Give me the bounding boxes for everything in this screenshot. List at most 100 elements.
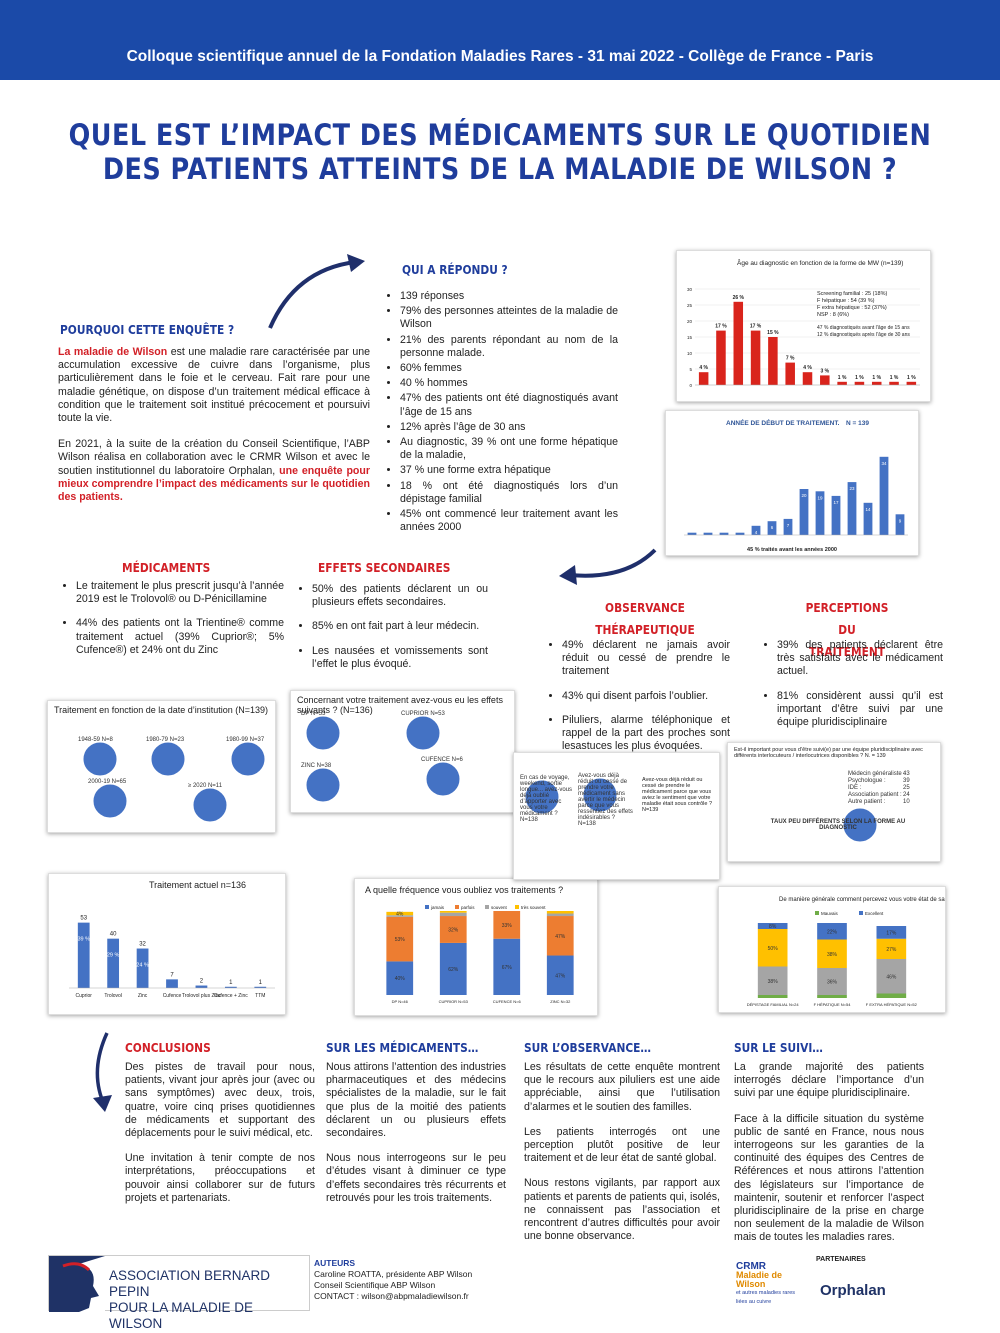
bar [254,986,267,988]
value-label: 22% [827,929,838,935]
bar-segment [439,912,467,917]
paragraph: Nous attirons l’attention des industries… [326,1061,506,1140]
bar-segment [439,942,467,995]
chart: Âge au diagnostic en fonction de la form… [687,258,920,388]
value-label: 46% [886,974,897,980]
value-label: 1 % [838,375,847,381]
legend-label: Mauvais [821,911,839,916]
inner-label: 24 % [136,963,149,969]
conclusion-column: SUR L’OBSERVANCE… Les résultats de cette … [524,1040,720,1255]
text-run: La maladie de Wilson [58,346,168,358]
conclusion-text: Des pistes de travail pour nous, patient… [125,1061,315,1205]
bar-segment [386,915,414,917]
row-label: Autre patient : [848,799,886,805]
bar-segment [876,938,907,959]
legend-swatch [455,905,459,909]
value-label: 40% [395,976,406,982]
pourquoi-text: La maladie de Wilson est une maladie rar… [58,346,370,517]
value-label: 1 [229,980,233,986]
paragraph: En 2021, à la suite de la création du Co… [58,438,370,504]
value-label: 1 % [872,375,881,381]
partners-heading: PARTENAIRES [816,1256,866,1263]
author-line: Conseil Scientifique ABP Wilson [314,1280,436,1290]
value-label: 17% [886,930,897,936]
section-heading: EFFETS SECONDAIRES [318,560,451,575]
value-label: 67% [502,965,513,971]
bar [735,532,745,535]
value-label: 7 [170,972,174,978]
bar [895,514,905,535]
bar-segment [439,916,467,943]
author-line: CONTACT : wilson@abpmaladiewilson.fr [314,1291,469,1301]
value-label: 1 [739,537,742,542]
bar-segment [386,916,414,962]
value-label: 1 % [890,375,899,381]
note: F extra hépatique : 52 (37%) [817,305,887,311]
chart-footer: 45 % traités avant les années 2000 [747,547,837,553]
y-tick-label: 25 [687,303,693,308]
value-label: 38% [768,979,779,985]
figure: Âge au diagnostic en fonction de la form… [676,250,931,402]
list-item: 44% des patients ont la Trientine® comme… [76,617,284,657]
value-label: 27% [886,947,897,953]
value-label: 2 [200,979,204,985]
crmr-logo: CRMR Maladie de Wilson et autres maladie… [712,1262,802,1307]
value-label: 15 % [767,330,779,336]
value-label: 4 % [699,365,708,371]
bar [698,372,709,385]
medicaments-list: Le traitement le plus prescrit jusqu’à l… [62,580,284,668]
text-run: une enquête pour mieux comprendre l’impa… [58,464,370,504]
panel-label: En cas de voyage, weekend, sortie longue… [520,775,573,823]
bar [847,482,857,535]
x-tick-label: F HÉPATIQUE N=54 [814,1002,852,1007]
x-tick-label: DÉPISTAGE FAMILIAL N=24 [747,1002,800,1007]
bar [889,381,899,385]
bar-segment [439,911,467,913]
panel-title: Concernant votre traitement avez-vous eu… [297,695,503,715]
x-tick-label: Cufence + Zinc [214,993,248,999]
panel-label: 1980-99 N=37 [226,737,265,743]
line: ASSOCIATION BERNARD PEPIN [109,1268,271,1299]
pie [92,783,128,819]
row-value: 39 [903,778,910,784]
value-label: 1 [723,537,726,542]
bar [107,938,120,988]
panel-label: Avez-vous déjà réduit ou cessé de prendr… [578,773,633,827]
row-label: Association patient : [848,792,902,798]
text-run: est une maladie rare caractérisée par un… [58,346,370,425]
note: 12 % diagnostiqués après l’âge de 30 ans [817,332,910,338]
panel-label: CUFENCE N=6 [421,757,463,763]
figure: ANNÉE DE DÉBUT DE TRAITEMENT. N = 139 1 1 1 1… [665,410,919,556]
section-heading: SUR LES MÉDICAMENTS… [326,1040,479,1055]
list-item: Piluliers, alarme téléphonique et rappel… [562,714,730,754]
legend-swatch [515,905,519,909]
value-label: 47% [555,934,566,940]
y-tick-label: 5 [689,367,692,372]
crmr-text: CRMR [736,1261,766,1272]
value-label: 17 % [715,324,727,330]
list-item: Le traitement le plus prescrit jusqu’à l… [76,580,284,606]
value-label: 3 % [820,368,829,374]
x-tick-label: TTM [255,993,265,999]
list-item: 45% ont commencé leur traitement avant l… [400,508,618,534]
value-label: 34 [881,461,887,466]
panel-label: 1980-79 N=23 [146,737,185,743]
panel-label: TAUX PEU DIFFÉRENTS SELON LA FORME AU DI… [770,819,906,831]
title-line: QUEL EST L’IMPACT DES MÉDICAMENTS SUR LE… [68,118,932,152]
figure: A quelle fréquence vous oubliez vos trai… [354,878,598,1016]
perceptions-list: 39% des patients déclarent être très sat… [763,639,943,740]
list-item: 60% femmes [400,362,618,375]
effets-list: 50% des patients déclarent un ou plusieu… [298,583,488,682]
inner-label: 39 % [77,937,90,943]
pie [150,741,186,777]
chart: A quelle fréquence vous oubliez vos trai… [365,885,574,1004]
value-label: 1 % [855,375,864,381]
list-item: 47% des patients ont été diagnostiqués a… [400,392,618,418]
pie-decor [524,777,618,815]
value-label: 7 [787,523,790,528]
pie [405,715,441,751]
list-item: Les nausées et vomissements sont l’effet… [312,645,488,671]
authors-heading: AUTEURS [314,1258,356,1268]
paragraph: Face à la difficile situation du système… [734,1112,924,1244]
